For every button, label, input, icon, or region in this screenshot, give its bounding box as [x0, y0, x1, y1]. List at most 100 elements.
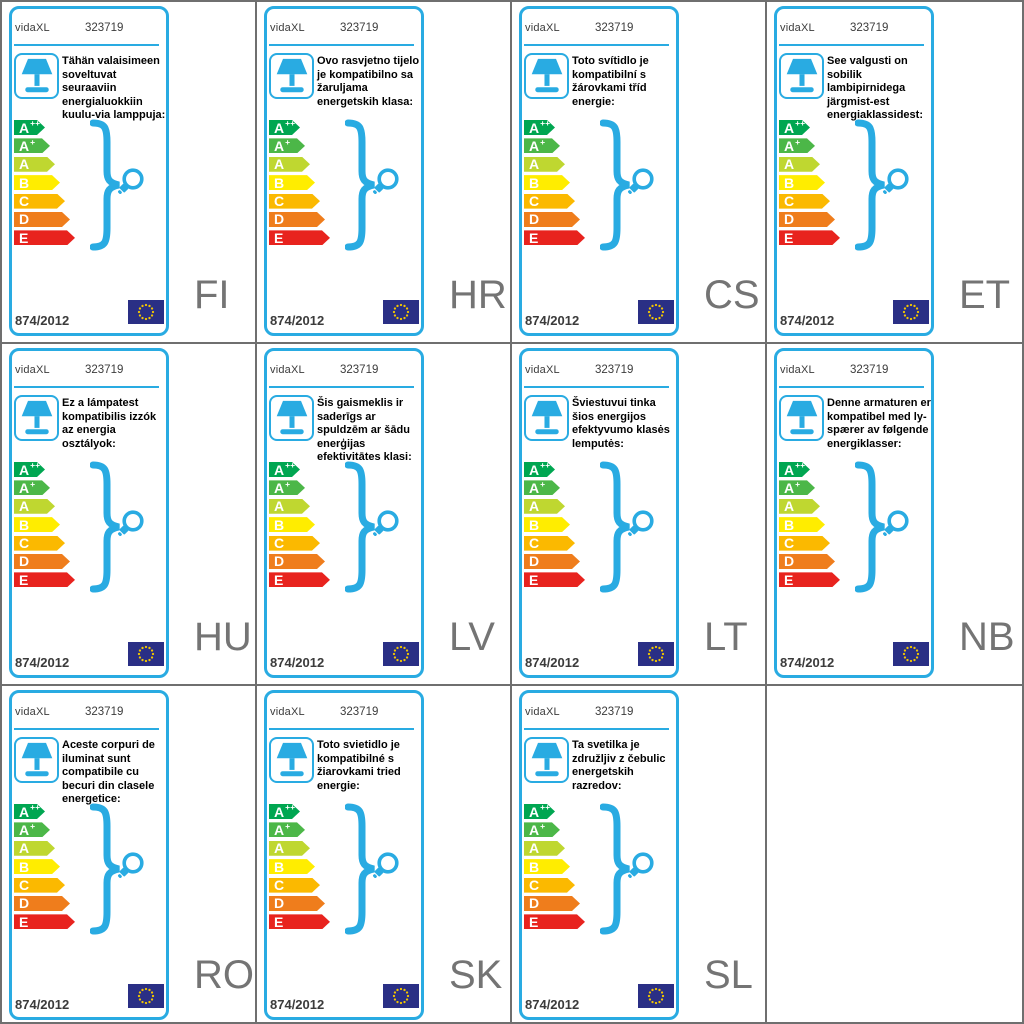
energy-class-sup: ++	[540, 802, 551, 813]
header-divider	[779, 386, 924, 388]
energy-class-letter: A	[784, 137, 795, 154]
header-divider	[779, 44, 924, 46]
label-cell: vidaXL 323719 Ta svetilka je združljiv z…	[512, 686, 767, 1022]
energy-class-sup: ++	[30, 118, 41, 129]
energy-class-letter: D	[19, 553, 30, 570]
brace-and-bulb	[89, 461, 152, 598]
energy-class-letter: E	[274, 229, 284, 246]
eu-flag-icon	[128, 642, 164, 671]
energy-arrow-D: D	[779, 212, 835, 227]
energy-class-letter: A	[274, 821, 285, 838]
header-divider	[14, 44, 159, 46]
energy-class-letter: E	[784, 571, 794, 588]
regulation-number: 874/2012	[270, 997, 325, 1012]
energy-arrow-C: C	[269, 878, 320, 893]
energy-class-sup: ++	[285, 118, 296, 129]
energy-arrow-A: A	[524, 841, 565, 856]
brand-text: vidaXL	[15, 364, 50, 376]
energy-class-letter: D	[274, 211, 285, 228]
brace-bulb-icon	[344, 803, 399, 935]
energy-arrow-stack: A ++ A + A B C D E	[269, 462, 330, 587]
energy-arrow-A++: A ++	[14, 462, 45, 477]
brand-text: vidaXL	[780, 364, 815, 376]
energy-class-sup: ++	[795, 460, 806, 471]
energy-class-letter: D	[274, 553, 285, 570]
label-cell: vidaXL 323719 Aceste corpuri de iluminat…	[2, 686, 257, 1022]
product-number: 323719	[595, 364, 634, 376]
energy-class-letter: C	[784, 535, 795, 552]
energy-class-letter: C	[19, 877, 30, 894]
eu-flag-icon	[383, 984, 419, 1013]
header-divider	[524, 728, 669, 730]
language-code: LV	[449, 615, 495, 659]
energy-arrow-A+: A +	[14, 138, 50, 153]
header-divider	[14, 728, 159, 730]
language-code: SK	[449, 953, 503, 997]
language-code: SL	[704, 953, 753, 997]
energy-arrow-stack: A ++ A + A B C D E	[14, 120, 75, 245]
energy-class-letter: D	[529, 211, 540, 228]
header-divider	[269, 44, 414, 46]
energy-arrow-A+: A +	[14, 822, 50, 837]
energy-class-letter: C	[529, 877, 540, 894]
energy-arrow-C: C	[524, 194, 575, 209]
brand-text: vidaXL	[270, 22, 305, 34]
energy-arrow-A+: A +	[269, 822, 305, 837]
energy-class-sup: +	[285, 478, 291, 489]
brace-and-bulb	[89, 119, 152, 256]
compatibility-text: Toto svietidlo je kompatibilné s žiarovk…	[317, 739, 401, 792]
energy-class-letter: A	[529, 137, 540, 154]
energy-class-letter: A	[19, 119, 30, 136]
regulation-number: 874/2012	[525, 655, 580, 670]
energy-class-letter: B	[274, 174, 285, 191]
lamp-icon-box	[14, 737, 59, 783]
lamp-icon-box	[269, 395, 314, 441]
energy-arrow-A: A	[269, 499, 310, 514]
energy-class-letter: A	[19, 479, 30, 496]
energy-class-letter: A	[529, 461, 540, 478]
energy-class-sup: +	[285, 136, 291, 147]
energy-class-sup: +	[30, 136, 36, 147]
regulation-number: 874/2012	[15, 655, 70, 670]
compatibility-text: Ovo rasvjetno tijelo je kompatibilno sa …	[317, 55, 420, 108]
energy-class-letter: A	[19, 461, 30, 478]
energy-arrow-E: E	[779, 572, 840, 587]
energy-arrow-C: C	[14, 878, 65, 893]
energy-class-letter: A	[529, 821, 540, 838]
energy-arrow-B: B	[779, 517, 825, 532]
energy-arrow-A: A	[779, 499, 820, 514]
energy-arrow-A+: A +	[524, 822, 560, 837]
energy-class-sup: +	[540, 136, 546, 147]
energy-arrow-C: C	[269, 536, 320, 551]
compatibility-text: Tähän valaisimeen soveltuvat seuraaviin …	[62, 55, 166, 121]
energy-arrow-A+: A +	[779, 480, 815, 495]
energy-class-letter: B	[529, 516, 540, 533]
energy-arrow-B: B	[269, 175, 315, 190]
energy-arrow-E: E	[524, 572, 585, 587]
energy-arrow-A: A	[269, 157, 310, 172]
empty-cell	[767, 686, 1022, 1022]
table-lamp-icon	[21, 742, 52, 777]
energy-arrow-C: C	[14, 536, 65, 551]
energy-class-letter: A	[274, 803, 285, 820]
energy-arrow-E: E	[779, 230, 840, 245]
energy-label-card: vidaXL 323719 Aceste corpuri de iluminat…	[9, 690, 169, 1020]
energy-class-letter: E	[529, 571, 539, 588]
energy-class-sup: ++	[540, 460, 551, 471]
energy-arrow-A++: A ++	[269, 804, 300, 819]
energy-label-card: vidaXL 323719 Tähän valaisimeen soveltuv…	[9, 6, 169, 336]
energy-label-card: vidaXL 323719 Toto svítidlo je kompatibi…	[519, 6, 679, 336]
energy-arrow-A+: A +	[269, 480, 305, 495]
energy-arrow-A: A	[14, 499, 55, 514]
energy-class-letter: B	[529, 858, 540, 875]
energy-label-card: vidaXL 323719 Šviestuvui tinka šios ener…	[519, 348, 679, 678]
energy-class-sup: +	[30, 478, 36, 489]
brace-bulb-icon	[854, 461, 909, 593]
energy-arrow-D: D	[269, 554, 325, 569]
energy-arrow-stack: A ++ A + A B C D E	[524, 120, 585, 245]
energy-arrow-C: C	[779, 194, 830, 209]
eu-flag-icon	[893, 642, 929, 671]
energy-arrow-E: E	[14, 572, 75, 587]
brand-text: vidaXL	[525, 364, 560, 376]
energy-class-letter: A	[19, 156, 30, 173]
